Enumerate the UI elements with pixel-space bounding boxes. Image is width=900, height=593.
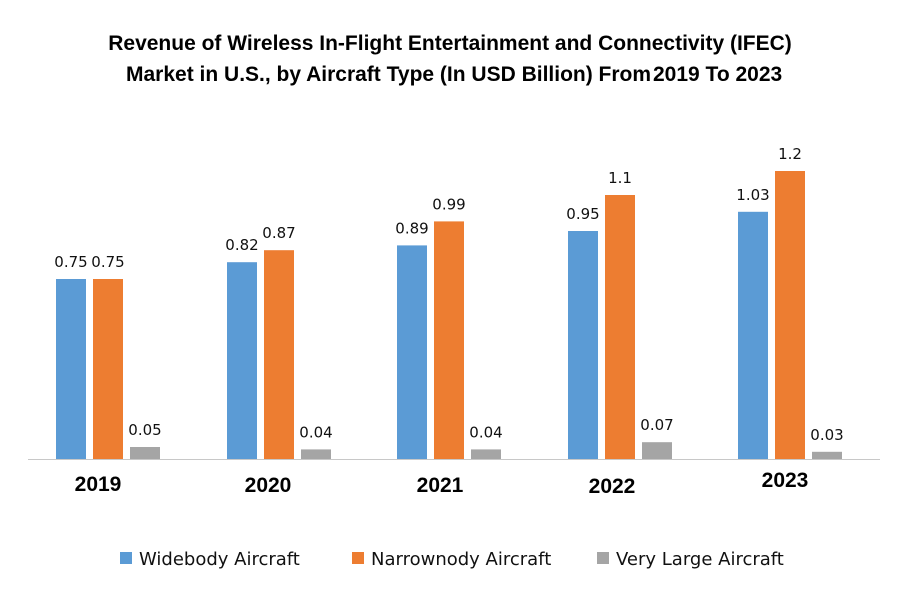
data-label: 0.04 [299, 423, 332, 441]
bar-very-large-aircraft-2019 [130, 447, 160, 459]
x-tick-label: 2020 [245, 474, 292, 497]
data-label: 0.82 [225, 236, 258, 254]
data-label: 0.87 [262, 224, 295, 242]
legend-label: Very Large Aircraft [616, 549, 784, 570]
legend-swatch [597, 552, 609, 564]
legend-swatch [352, 552, 364, 564]
bar-narrownody-aircraft-2019 [93, 279, 123, 459]
title-line-1: Revenue of Wireless In-Flight Entertainm… [108, 32, 792, 55]
bar-very-large-aircraft-2021 [471, 449, 501, 459]
bar-very-large-aircraft-2020 [301, 449, 331, 459]
x-tick-label: 2019 [75, 473, 122, 496]
data-label: 1.2 [778, 145, 802, 163]
data-label: 0.03 [810, 426, 843, 444]
bars-group [56, 171, 842, 459]
category-labels-group: 2019 2020 2021 2022 2023 [75, 469, 809, 498]
legend-label: Narrownody Aircraft [371, 549, 551, 570]
title-years: 2019 To 2023 [653, 63, 782, 86]
data-label: 1.1 [608, 169, 632, 187]
data-label: 0.95 [566, 205, 599, 223]
legend-swatch [120, 552, 132, 564]
bar-widebody-aircraft-2019 [56, 279, 86, 459]
x-tick-label: 2021 [417, 474, 464, 497]
bar-narrownody-aircraft-2023 [775, 171, 805, 459]
data-label: 0.75 [91, 253, 124, 271]
bar-very-large-aircraft-2023 [812, 451, 842, 459]
bar-widebody-aircraft-2020 [227, 262, 257, 459]
x-tick-label: 2023 [762, 469, 809, 492]
x-tick-label: 2022 [589, 475, 636, 498]
title-line-2: Market in U.S., by Aircraft Type (In USD… [126, 63, 651, 86]
bar-narrownody-aircraft-2022 [605, 195, 635, 459]
data-label: 0.04 [469, 423, 502, 441]
legend: Widebody Aircraft Narrownody Aircraft Very… [120, 549, 784, 570]
chart-title: Revenue of Wireless In-Flight Entertainm… [108, 32, 792, 86]
bar-widebody-aircraft-2022 [568, 231, 598, 459]
bar-widebody-aircraft-2021 [397, 245, 427, 459]
bar-very-large-aircraft-2022 [642, 442, 672, 459]
data-label: 1.03 [736, 186, 769, 204]
bar-narrownody-aircraft-2021 [434, 221, 464, 459]
data-label: 0.99 [432, 195, 465, 213]
data-label: 0.75 [54, 253, 87, 271]
value-labels-group: 0.75 0.75 0.05 0.820.87 0.04 0.890.99 0.04 0.95… [54, 145, 843, 444]
data-label: 0.07 [640, 416, 673, 434]
legend-label: Widebody Aircraft [139, 549, 300, 570]
data-label: 0.89 [395, 219, 428, 237]
bar-widebody-aircraft-2023 [738, 211, 768, 459]
data-label: 0.05 [128, 421, 161, 439]
bar-narrownody-aircraft-2020 [264, 250, 294, 459]
